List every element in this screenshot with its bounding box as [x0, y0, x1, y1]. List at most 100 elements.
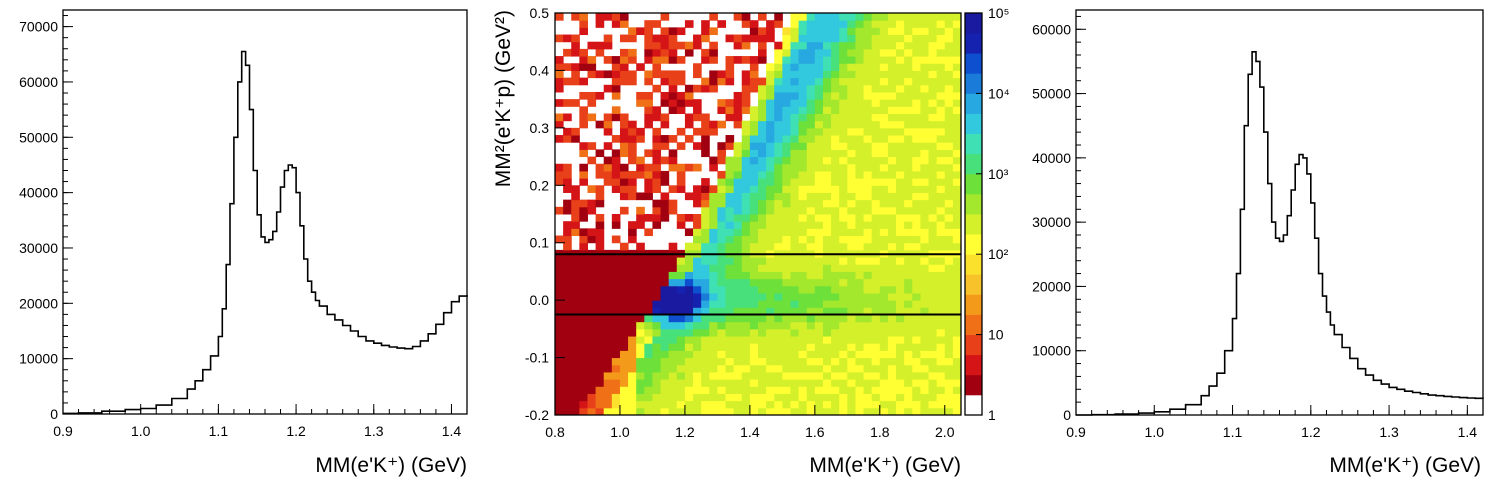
heatmap-cell — [879, 156, 889, 165]
heatmap-cell — [920, 328, 930, 337]
heatmap-cell — [717, 178, 727, 186]
heatmap-cell — [896, 206, 905, 215]
heatmap-cell — [636, 257, 645, 265]
heatmap-cell — [676, 91, 686, 100]
heatmap-cell — [652, 371, 662, 380]
x-tick-label: 1.8 — [870, 424, 890, 440]
heatmap-cell — [912, 321, 921, 330]
heatmap-cell — [668, 278, 678, 287]
heatmap-cell — [741, 214, 751, 222]
heatmap-cell — [814, 149, 824, 158]
heatmap-cell — [684, 285, 694, 294]
heatmap-cell — [579, 343, 588, 351]
y-tick-label: 10000 — [1032, 343, 1071, 359]
heatmap-cell — [555, 357, 564, 366]
right-histogram-line — [1076, 51, 1484, 416]
heatmap-cell — [928, 364, 938, 373]
heatmap-cell — [863, 120, 873, 129]
heatmap-cell — [871, 70, 881, 79]
heatmap-cell — [733, 300, 743, 308]
heatmap-cell — [920, 350, 930, 359]
heatmap-cell — [693, 371, 702, 380]
heatmap-cell — [952, 350, 962, 359]
heatmap-cell — [628, 300, 637, 308]
heatmap-cell — [644, 170, 653, 179]
heatmap-cell — [749, 350, 759, 359]
heatmap-cell — [912, 386, 921, 394]
heatmap-cell — [709, 185, 718, 193]
heatmap-cell — [831, 221, 840, 229]
heatmap-cell — [871, 386, 881, 394]
heatmap-cell — [774, 271, 783, 280]
heatmap-cell — [871, 163, 881, 172]
heatmap-cell — [676, 185, 686, 193]
heatmap-cell — [904, 135, 913, 143]
heatmap-cell — [839, 300, 848, 308]
heatmap-cell — [847, 221, 856, 229]
heatmap-cell — [766, 257, 775, 265]
heatmap-cell — [847, 127, 856, 136]
heatmap-cell — [822, 278, 832, 287]
heatmap-cell — [879, 221, 889, 229]
heatmap-cell — [717, 156, 727, 165]
heatmap-cell — [879, 285, 889, 294]
heatmap-cell — [587, 357, 597, 366]
heatmap-cell — [782, 84, 791, 93]
heatmap-cell — [944, 235, 954, 244]
heatmap-cell — [896, 364, 905, 373]
heatmap-cell — [571, 350, 580, 359]
heatmap-cell — [896, 48, 905, 57]
heatmap-cell — [684, 257, 694, 265]
x-tick-label: 0.9 — [53, 423, 73, 439]
heatmap-cell — [774, 400, 783, 409]
heatmap-cell — [766, 357, 775, 366]
heatmap-cell — [676, 27, 686, 36]
heatmap-cell — [595, 235, 605, 244]
heatmap-cell — [839, 364, 848, 373]
heatmap-cell — [717, 336, 727, 344]
heatmap-cell — [741, 235, 751, 244]
heatmap-cell — [806, 393, 816, 402]
heatmap-cell — [758, 99, 767, 107]
heatmap-cell — [879, 63, 889, 71]
heatmap-cell — [790, 34, 800, 43]
heatmap-cell — [684, 91, 694, 100]
heatmap-cell — [741, 185, 751, 193]
heatmap-cell — [603, 393, 613, 402]
heatmap-cell — [563, 127, 572, 136]
heatmap-cell — [733, 400, 743, 409]
heatmap-cell — [701, 386, 710, 394]
heatmap-cell — [944, 127, 954, 136]
heatmap-cell — [831, 307, 840, 315]
heatmap-cell — [912, 106, 921, 114]
heatmap-cell — [733, 221, 743, 229]
heatmap-cell — [782, 156, 791, 165]
heatmap-cell — [668, 393, 678, 402]
heatmap-cell — [904, 386, 913, 394]
heatmap-cell — [652, 278, 662, 287]
heatmap-cell — [798, 314, 808, 323]
heatmap-cell — [920, 235, 930, 244]
heatmap-cell — [952, 84, 962, 93]
heatmap-cell — [936, 156, 946, 165]
heatmap-cell — [733, 185, 743, 193]
heatmap-cell — [774, 56, 783, 64]
heatmap-cell — [920, 400, 930, 409]
heatmap-cell — [879, 364, 889, 373]
heatmap-cell — [660, 292, 670, 301]
heatmap-cell — [717, 386, 727, 394]
heatmap-cell — [555, 271, 564, 280]
heatmap-cell — [563, 328, 572, 337]
heatmap-cell — [774, 386, 783, 394]
heatmap-cell — [887, 199, 897, 208]
colorbar-swatch — [965, 334, 982, 356]
heatmap-cell — [904, 343, 913, 351]
heatmap-cell — [831, 228, 840, 237]
heatmap-cell — [725, 228, 735, 237]
heatmap-cell — [725, 34, 735, 43]
heatmap-cell — [628, 336, 637, 344]
heatmap-cell — [766, 199, 775, 208]
heatmap-cell — [603, 178, 613, 186]
heatmap-cell — [595, 20, 605, 28]
heatmap-cell — [863, 364, 873, 373]
